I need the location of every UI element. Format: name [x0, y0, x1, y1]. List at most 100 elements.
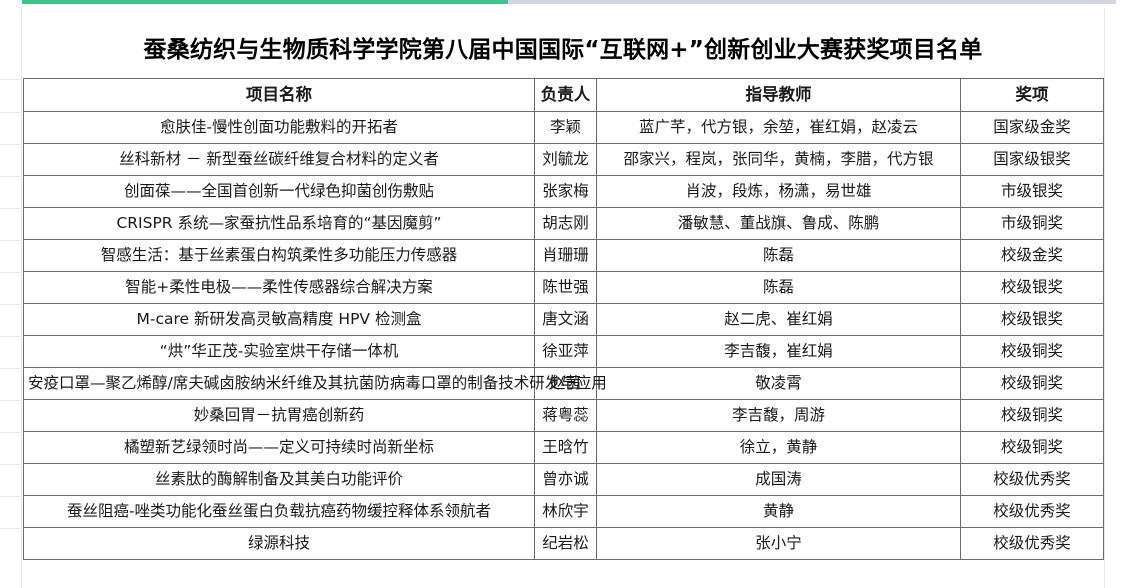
table-row: 橘塑新艺绿领时尚——定义可持续时尚新坐标 王晗竹 徐立，黄静 校级铜奖: [23, 431, 1104, 464]
column-header-leader: 负责人: [534, 78, 597, 112]
cell-teachers: 潘敏慧、董战旗、鲁成、陈鹏: [596, 207, 961, 240]
column-header-award: 奖项: [960, 78, 1104, 112]
cell-teachers: 肖波，段炼，杨潇，易世雄: [596, 175, 961, 208]
spreadsheet-right-gutter: [1104, 8, 1123, 588]
cell-award: 校级铜奖: [960, 335, 1104, 368]
table-header-row: 项目名称 负责人 指导教师 奖项: [23, 78, 1104, 112]
table-row: 丝科新材 － 新型蚕丝碳纤维复合材料的定义者 刘毓龙 邵家兴，程岚，张同华，黄楠，李…: [23, 143, 1104, 176]
gutter-gridline: [0, 527, 22, 529]
cell-leader: 刘毓龙: [534, 143, 597, 176]
table-row: 智感生活：基于丝素蛋白构筑柔性多功能压力传感器 肖珊珊 陈磊 校级金奖: [23, 239, 1104, 272]
cell-project-name: 丝科新材 － 新型蚕丝碳纤维复合材料的定义者: [23, 143, 535, 176]
table-row: 妙桑回胃－抗胃癌创新药 蒋粤蕊 李吉馥，周游 校级铜奖: [23, 399, 1104, 432]
gutter-gridline: [0, 463, 22, 465]
table-body: 愈肤佳-慢性创面功能敷料的开拓者 李颖 蓝广芊，代方银，余堃，崔红娟，赵凌云 国家级金…: [23, 111, 1104, 560]
table-row: 创面葆——全国首创新一代绿色抑菌创伤敷贴 张家梅 肖波，段炼，杨潇，易世雄 市级银奖: [23, 175, 1104, 208]
table-row: 安疫口罩—聚乙烯醇/席夫碱卤胺纳米纤维及其抗菌防病毒口罩的制备技术研发与应用 赵茜…: [23, 367, 1104, 400]
cell-project-name: 妙桑回胃－抗胃癌创新药: [23, 399, 535, 432]
cell-leader: 唐文涵: [534, 303, 597, 336]
table-row: 丝素肽的酶解制备及其美白功能评价 曾亦诚 成国涛 校级优秀奖: [23, 463, 1104, 496]
cell-award: 市级银奖: [960, 175, 1104, 208]
cell-leader: 林欣宇: [534, 495, 597, 528]
cell-award: 校级银奖: [960, 271, 1104, 304]
table-row: 智能+柔性电极——柔性传感器综合解决方案 陈世强 陈磊 校级银奖: [23, 271, 1104, 304]
gutter-gridline: [0, 367, 22, 369]
table-header: 项目名称 负责人 指导教师 奖项: [23, 78, 1104, 112]
gutter-gridline: [0, 111, 22, 113]
table-row: CRISPR 系统—家蚕抗性品系培育的“基因魔剪” 胡志刚 潘敏慧、董战旗、鲁成、陈…: [23, 207, 1104, 240]
cell-teachers: 成国涛: [596, 463, 961, 496]
cell-award: 校级铜奖: [960, 431, 1104, 464]
table-row: 蚕丝阻癌-唑类功能化蚕丝蛋白负载抗癌药物缓控释体系领航者 林欣宇 黄静 校级优秀奖: [23, 495, 1104, 528]
table-row: 绿源科技 纪岩松 张小宁 校级优秀奖: [23, 527, 1104, 560]
gutter-gridline: [0, 431, 22, 433]
cell-leader: 张家梅: [534, 175, 597, 208]
gutter-gridline: [0, 399, 22, 401]
gutter-gridline: [0, 78, 22, 80]
cell-award: 校级优秀奖: [960, 463, 1104, 496]
cell-project-name: “烘”华正茂-实验室烘干存储一体机: [23, 335, 535, 368]
cell-award: 校级优秀奖: [960, 495, 1104, 528]
gutter-gridline: [0, 495, 22, 497]
gutter-gridline: [0, 239, 22, 241]
window-top-bars: [0, 0, 1123, 8]
cell-project-name: 智能+柔性电极——柔性传感器综合解决方案: [23, 271, 535, 304]
cell-teachers: 陈磊: [596, 239, 961, 272]
table-row: 愈肤佳-慢性创面功能敷料的开拓者 李颖 蓝广芊，代方银，余堃，崔红娟，赵凌云 国家级金…: [23, 111, 1104, 144]
cell-leader: 肖珊珊: [534, 239, 597, 272]
award-list-table: 项目名称 负责人 指导教师 奖项 愈肤佳-慢性创面功能敷料的开拓者 李颖 蓝广芊，代…: [23, 78, 1104, 560]
cell-leader: 曾亦诚: [534, 463, 597, 496]
column-header-teachers: 指导教师: [596, 78, 961, 112]
column-header-project-name: 项目名称: [23, 78, 535, 112]
cell-project-name: 绿源科技: [23, 527, 535, 560]
cell-award: 校级铜奖: [960, 367, 1104, 400]
cell-leader: 李颖: [534, 111, 597, 144]
cell-project-name: 蚕丝阻癌-唑类功能化蚕丝蛋白负载抗癌药物缓控释体系领航者: [23, 495, 535, 528]
cell-leader: 徐亚萍: [534, 335, 597, 368]
cell-award: 校级铜奖: [960, 399, 1104, 432]
cell-teachers: 李吉馥，崔红娟: [596, 335, 961, 368]
cell-teachers: 张小宁: [596, 527, 961, 560]
cell-project-name: M-care 新研发高灵敏高精度 HPV 检测盒: [23, 303, 535, 336]
page-title: 蚕桑纺织与生物质科学学院第八届中国国际“互联网+”创新创业大赛获奖项目名单: [143, 37, 983, 63]
cell-project-name: 智感生活：基于丝素蛋白构筑柔性多功能压力传感器: [23, 239, 535, 272]
table-row: M-care 新研发高灵敏高精度 HPV 检测盒 唐文涵 赵二虎、崔红娟 校级银奖: [23, 303, 1104, 336]
cell-teachers: 赵二虎、崔红娟: [596, 303, 961, 336]
cell-project-name: 创面葆——全国首创新一代绿色抑菌创伤敷贴: [23, 175, 535, 208]
cell-award: 市级铜奖: [960, 207, 1104, 240]
gutter-gridline: [0, 271, 22, 273]
cell-teachers: 陈磊: [596, 271, 961, 304]
cell-leader: 王晗竹: [534, 431, 597, 464]
cell-leader: 赵茜: [534, 367, 597, 400]
gutter-gridline: [0, 207, 22, 209]
cell-leader: 陈世强: [534, 271, 597, 304]
cell-leader: 纪岩松: [534, 527, 597, 560]
accent-bar-grey: [508, 0, 1116, 4]
gutter-gridline: [0, 335, 22, 337]
cell-teachers: 敬凌霄: [596, 367, 961, 400]
cell-project-name: CRISPR 系统—家蚕抗性品系培育的“基因魔剪”: [23, 207, 535, 240]
cell-project-name: 安疫口罩—聚乙烯醇/席夫碱卤胺纳米纤维及其抗菌防病毒口罩的制备技术研发与应用: [23, 367, 607, 400]
gutter-gridline: [0, 303, 22, 305]
spreadsheet-left-gutter: [0, 8, 22, 588]
cell-award: 校级金奖: [960, 239, 1104, 272]
cell-leader: 胡志刚: [534, 207, 597, 240]
gutter-gridline: [0, 143, 22, 145]
table-row: “烘”华正茂-实验室烘干存储一体机 徐亚萍 李吉馥，崔红娟 校级铜奖: [23, 335, 1104, 368]
cell-teachers: 徐立，黄静: [596, 431, 961, 464]
cell-teachers: 李吉馥，周游: [596, 399, 961, 432]
cell-award: 校级优秀奖: [960, 527, 1104, 560]
cell-leader: 蒋粤蕊: [534, 399, 597, 432]
cell-award: 国家级银奖: [960, 143, 1104, 176]
gutter-gridline: [0, 175, 22, 177]
cell-teachers: 邵家兴，程岚，张同华，黄楠，李腊，代方银: [596, 143, 961, 176]
cell-project-name: 愈肤佳-慢性创面功能敷料的开拓者: [23, 111, 535, 144]
cell-project-name: 橘塑新艺绿领时尚——定义可持续时尚新坐标: [23, 431, 535, 464]
cell-project-name: 丝素肽的酶解制备及其美白功能评价: [23, 463, 535, 496]
sheet-area: 蚕桑纺织与生物质科学学院第八届中国国际“互联网+”创新创业大赛获奖项目名单 项目…: [22, 8, 1104, 588]
accent-bar-green: [22, 0, 508, 4]
cell-award: 国家级金奖: [960, 111, 1104, 144]
cell-teachers: 蓝广芊，代方银，余堃，崔红娟，赵凌云: [596, 111, 961, 144]
cell-teachers: 黄静: [596, 495, 961, 528]
cell-award: 校级银奖: [960, 303, 1104, 336]
